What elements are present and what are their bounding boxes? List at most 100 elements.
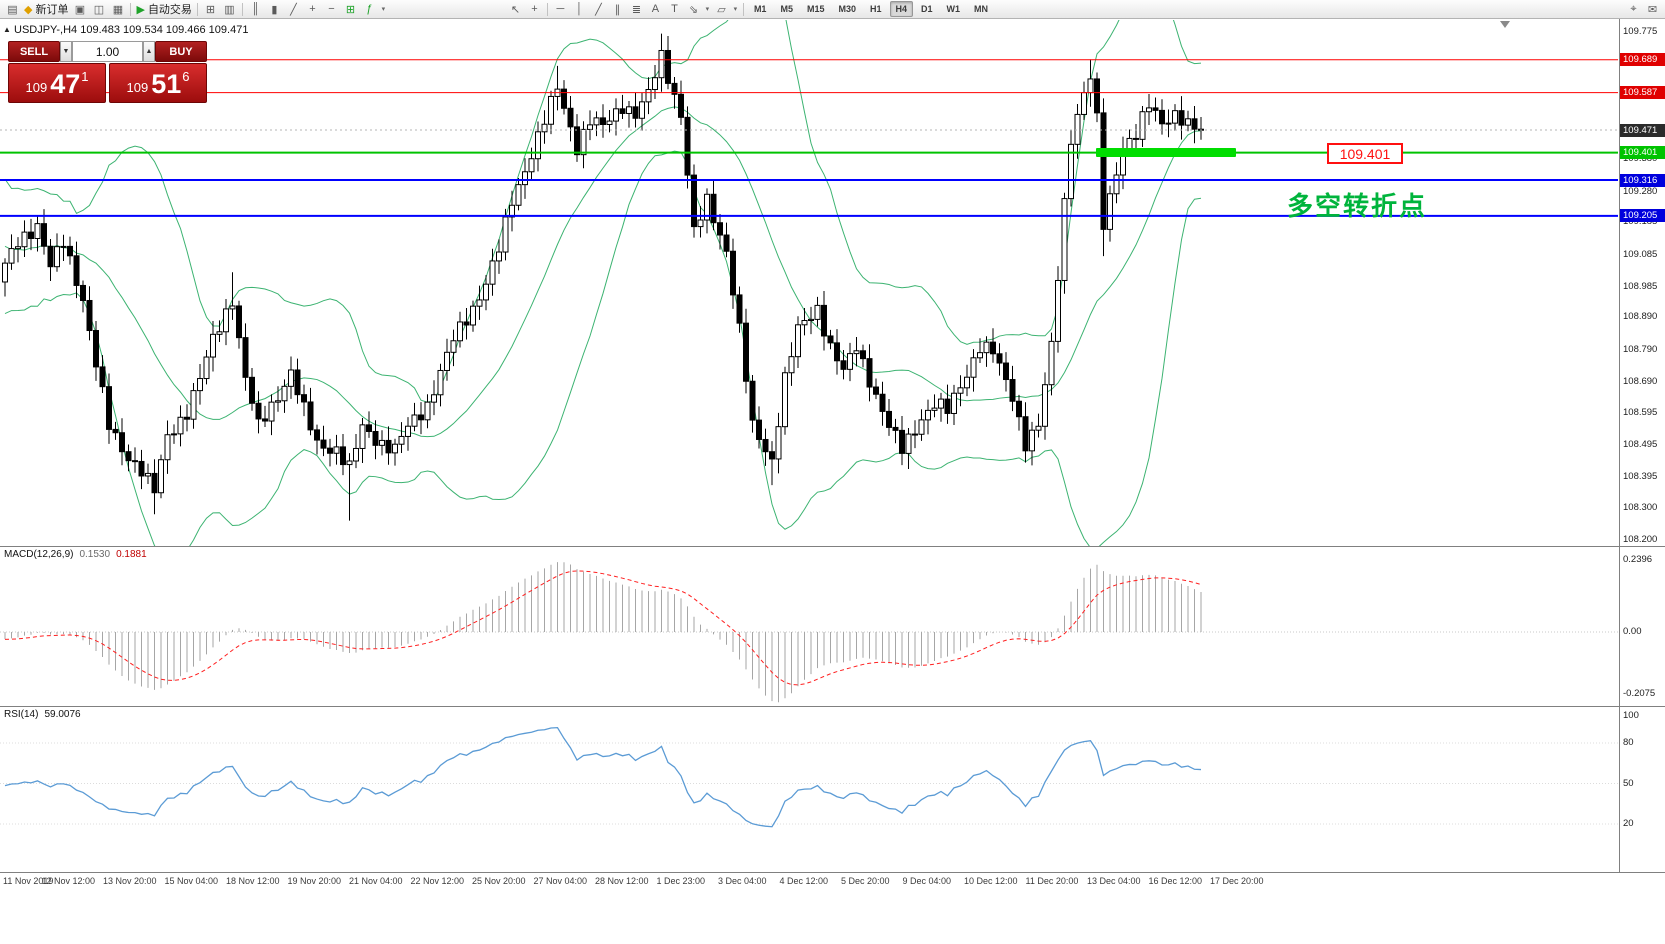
sell-button[interactable]: SELL bbox=[8, 41, 60, 62]
bar-chart-icon: ║ bbox=[251, 3, 260, 15]
print-preview-icon: ◫ bbox=[93, 3, 105, 16]
turning-point-note[interactable]: 多空转折点 bbox=[1287, 191, 1428, 221]
horizontal-line-icon: ─ bbox=[556, 3, 565, 15]
channel-icon[interactable]: ∥ bbox=[608, 1, 627, 18]
print-icon: ▣ bbox=[74, 3, 86, 16]
crosshair-icon[interactable]: + bbox=[525, 1, 544, 18]
toolbar-separator bbox=[130, 2, 132, 16]
horizontal-line-icon[interactable]: ─ bbox=[551, 1, 570, 18]
label-icon[interactable]: T bbox=[665, 1, 684, 18]
timeframe-d1-button[interactable]: D1 bbox=[921, 4, 933, 14]
candlestick-chart-icon[interactable]: ▮ bbox=[265, 1, 284, 18]
new-order-button: ◆ bbox=[24, 3, 33, 16]
trendline-icon: ╱ bbox=[595, 3, 602, 16]
shapes-icon: ▱ bbox=[717, 3, 726, 16]
data-window-icon: ▦ bbox=[112, 3, 124, 16]
price-target-label[interactable]: 109.401 bbox=[1327, 143, 1403, 164]
rsi-line bbox=[4, 726, 1202, 828]
autotrading-button: ▶ bbox=[136, 3, 145, 16]
timeframe-h1-button[interactable]: H1 bbox=[870, 4, 882, 14]
chart-shift-marker-icon[interactable] bbox=[1500, 21, 1510, 28]
panel-frames bbox=[0, 19, 1665, 873]
timeframe-mn-button[interactable]: MN bbox=[974, 4, 989, 14]
rsi-plot bbox=[0, 726, 1618, 828]
candlestick-chart-icon: ▮ bbox=[271, 3, 278, 16]
sell-price-button[interactable]: 109 47 1 bbox=[8, 63, 106, 103]
indicators-icon[interactable]: ƒ bbox=[360, 1, 379, 18]
line-chart-icon: ╱ bbox=[290, 3, 297, 16]
candlesticks bbox=[2, 33, 1204, 521]
bar-chart-icon[interactable]: ║ bbox=[246, 1, 265, 18]
buy-price-big: 51 bbox=[151, 69, 182, 99]
toolbar-separator bbox=[546, 2, 548, 16]
volume-increase-button[interactable]: ▲ bbox=[143, 41, 155, 62]
bollinger-bands bbox=[4, 20, 1202, 547]
green-highlight-bar[interactable] bbox=[1096, 148, 1236, 157]
trendline-icon[interactable]: ╱ bbox=[589, 1, 608, 18]
shapes-icon[interactable]: ▱ bbox=[712, 1, 731, 18]
macd-plot bbox=[0, 562, 1618, 703]
timeframe-m1-button[interactable]: M1 bbox=[753, 4, 767, 14]
zoom-in-icon[interactable]: + bbox=[303, 1, 322, 18]
macd-signal-line bbox=[4, 570, 1202, 686]
text-icon[interactable]: A bbox=[646, 1, 665, 18]
zoom-in-icon: + bbox=[309, 3, 316, 15]
new-chart-icon: ⊞ bbox=[205, 3, 216, 16]
bb-lower bbox=[4, 150, 1202, 547]
chart-window-icon: ▤ bbox=[7, 3, 18, 16]
new-chart-icon[interactable]: ⊞ bbox=[201, 1, 220, 18]
print-icon[interactable]: ▣ bbox=[70, 1, 89, 18]
profiles-icon: ▥ bbox=[224, 3, 235, 16]
timeframe-m30-button[interactable]: M30 bbox=[838, 4, 856, 14]
volume-decrease-button[interactable]: ▼ bbox=[60, 41, 72, 62]
label-icon: T bbox=[671, 3, 678, 15]
bb-middle bbox=[4, 106, 1202, 438]
data-window-icon[interactable]: ▦ bbox=[108, 1, 127, 18]
sell-price-sup: 1 bbox=[81, 69, 89, 84]
buy-price-button[interactable]: 109 51 6 bbox=[109, 63, 207, 103]
channel-icon: ∥ bbox=[614, 3, 621, 16]
toolbar-separator bbox=[196, 2, 198, 16]
print-preview-icon[interactable]: ◫ bbox=[89, 1, 108, 18]
buy-price-sup: 6 bbox=[182, 69, 190, 84]
toolbar-separator bbox=[742, 2, 744, 16]
timeframe-m15-button[interactable]: M15 bbox=[806, 4, 825, 14]
volume-input[interactable]: 1.00 bbox=[72, 41, 143, 62]
chat-icon[interactable]: ✉ bbox=[1643, 1, 1662, 18]
chart-window-icon[interactable]: ▤ bbox=[3, 1, 22, 18]
tile-windows-icon: ⊞ bbox=[345, 3, 356, 16]
sell-price-big: 47 bbox=[50, 69, 81, 99]
timeframe-h4-button[interactable]: H4 bbox=[889, 1, 914, 17]
zoom-out-icon: − bbox=[328, 3, 335, 15]
cursor-icon[interactable]: ↖ bbox=[506, 1, 525, 18]
toolbar-separator bbox=[241, 2, 243, 16]
profiles-icon[interactable]: ▥ bbox=[220, 1, 239, 18]
tile-windows-icon[interactable]: ⊞ bbox=[341, 1, 360, 18]
vertical-line-icon[interactable]: │ bbox=[570, 1, 589, 18]
horizontal-line-objects[interactable] bbox=[0, 59, 1618, 217]
vertical-line-icon: │ bbox=[576, 3, 583, 15]
dropdown-arrow-icon[interactable]: ▾ bbox=[733, 6, 738, 13]
buy-button[interactable]: BUY bbox=[155, 41, 207, 62]
new-order-button[interactable]: ◆ 新订单 bbox=[24, 3, 69, 17]
arrows-icon: ⇘ bbox=[688, 3, 699, 16]
indicators-icon: ƒ bbox=[366, 3, 373, 15]
sell-price-prefix: 109 bbox=[25, 80, 48, 95]
timeframe-w1-button[interactable]: W1 bbox=[946, 4, 961, 14]
search-icon: ⌖ bbox=[1630, 2, 1637, 15]
dropdown-arrow-icon[interactable]: ▾ bbox=[705, 6, 710, 13]
bb-upper bbox=[4, 20, 1202, 403]
dropdown-arrow-icon[interactable]: ▾ bbox=[381, 6, 386, 13]
text-icon: A bbox=[651, 3, 660, 15]
timeframe-m5-button[interactable]: M5 bbox=[780, 4, 793, 14]
one-click-trading-panel: SELL ▼ 1.00 ▲ BUY 109 47 1 109 51 6 bbox=[8, 41, 207, 103]
zoom-out-icon[interactable]: − bbox=[322, 1, 341, 18]
fibonacci-icon: ≣ bbox=[631, 3, 642, 16]
crosshair-icon: + bbox=[531, 3, 538, 15]
line-chart-icon[interactable]: ╱ bbox=[284, 1, 303, 18]
autotrading-button[interactable]: ▶ 自动交易 bbox=[136, 3, 192, 17]
arrows-icon[interactable]: ⇘ bbox=[684, 1, 703, 18]
fibonacci-icon[interactable]: ≣ bbox=[627, 1, 646, 18]
search-icon[interactable]: ⌖ bbox=[1624, 1, 1643, 18]
